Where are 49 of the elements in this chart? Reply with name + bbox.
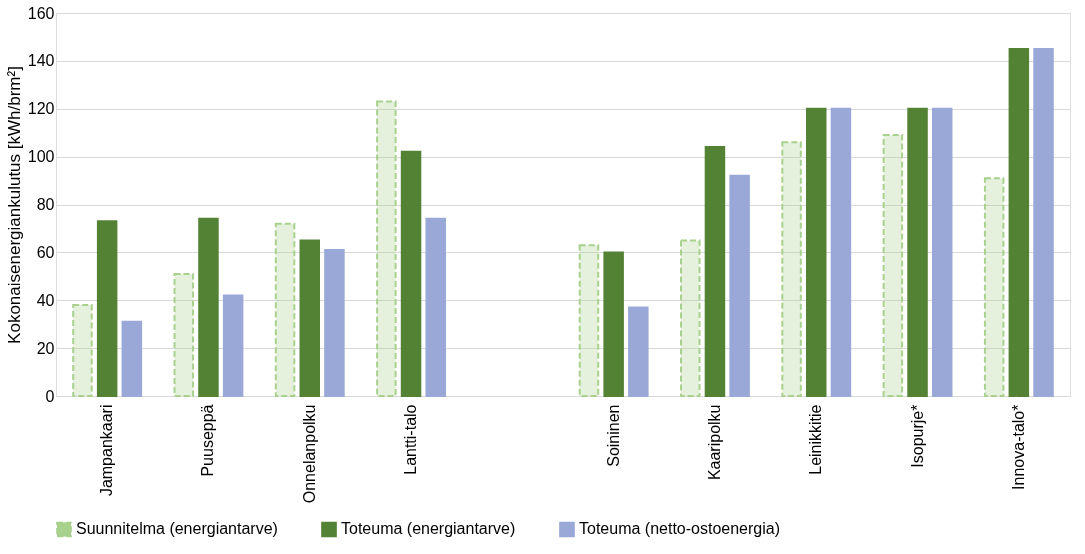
y-tick-label: 0 <box>45 387 55 405</box>
y-tick-label: 160 <box>27 4 55 22</box>
bar <box>121 320 143 397</box>
bar <box>781 141 802 397</box>
y-tick-label: 80 <box>36 196 55 213</box>
bar <box>1033 47 1054 397</box>
bar <box>830 107 852 397</box>
bar <box>376 100 397 397</box>
bar <box>72 304 93 397</box>
bar <box>805 107 827 397</box>
x-tick-label: Onnelanpolku <box>300 404 318 504</box>
y-tick-label: 140 <box>27 52 55 70</box>
bar <box>1008 47 1030 397</box>
bar <box>274 222 296 397</box>
y-tick-label: 120 <box>27 100 55 118</box>
x-tick-label: Leinikkitie <box>807 404 825 475</box>
bar <box>882 134 904 397</box>
bar <box>603 251 624 397</box>
y-tick-label: 100 <box>27 148 55 166</box>
x-tick-label: Innova-talo* <box>1009 404 1027 490</box>
bar <box>931 107 953 397</box>
x-tick-label: Puuseppä <box>199 404 217 477</box>
legend-label: Toteuma (energiantarve) <box>341 520 516 538</box>
bar <box>299 239 321 397</box>
bar <box>680 239 701 397</box>
bar <box>578 244 600 397</box>
bar <box>425 217 446 397</box>
bar <box>729 174 750 397</box>
bar <box>983 177 1005 397</box>
bar <box>96 220 118 397</box>
y-tick-label: 60 <box>36 243 55 261</box>
bar <box>907 107 928 397</box>
bar <box>222 294 244 397</box>
x-tick-label: Isopurje* <box>908 404 926 468</box>
y-tick-label: 20 <box>36 339 55 357</box>
bar <box>400 150 422 397</box>
bar <box>324 248 345 397</box>
x-tick-label: Kaaripolku <box>705 404 723 481</box>
bar <box>198 217 219 397</box>
legend-label: Toteuma (netto-ostoenergia) <box>579 520 780 538</box>
bar <box>173 272 195 397</box>
y-tick-label: 40 <box>36 291 55 309</box>
bar <box>628 306 649 397</box>
legend-label: Suunnitelma (energiantarve) <box>76 520 278 538</box>
y-axis-title: Kokonaisenergiankulutus [kWh/brm²] <box>4 66 24 344</box>
x-tick-label: Lantti-talo <box>402 404 420 475</box>
x-tick-label: Jampankaari <box>98 404 116 497</box>
bar <box>704 146 726 397</box>
x-tick-label: Soininen <box>604 404 622 467</box>
